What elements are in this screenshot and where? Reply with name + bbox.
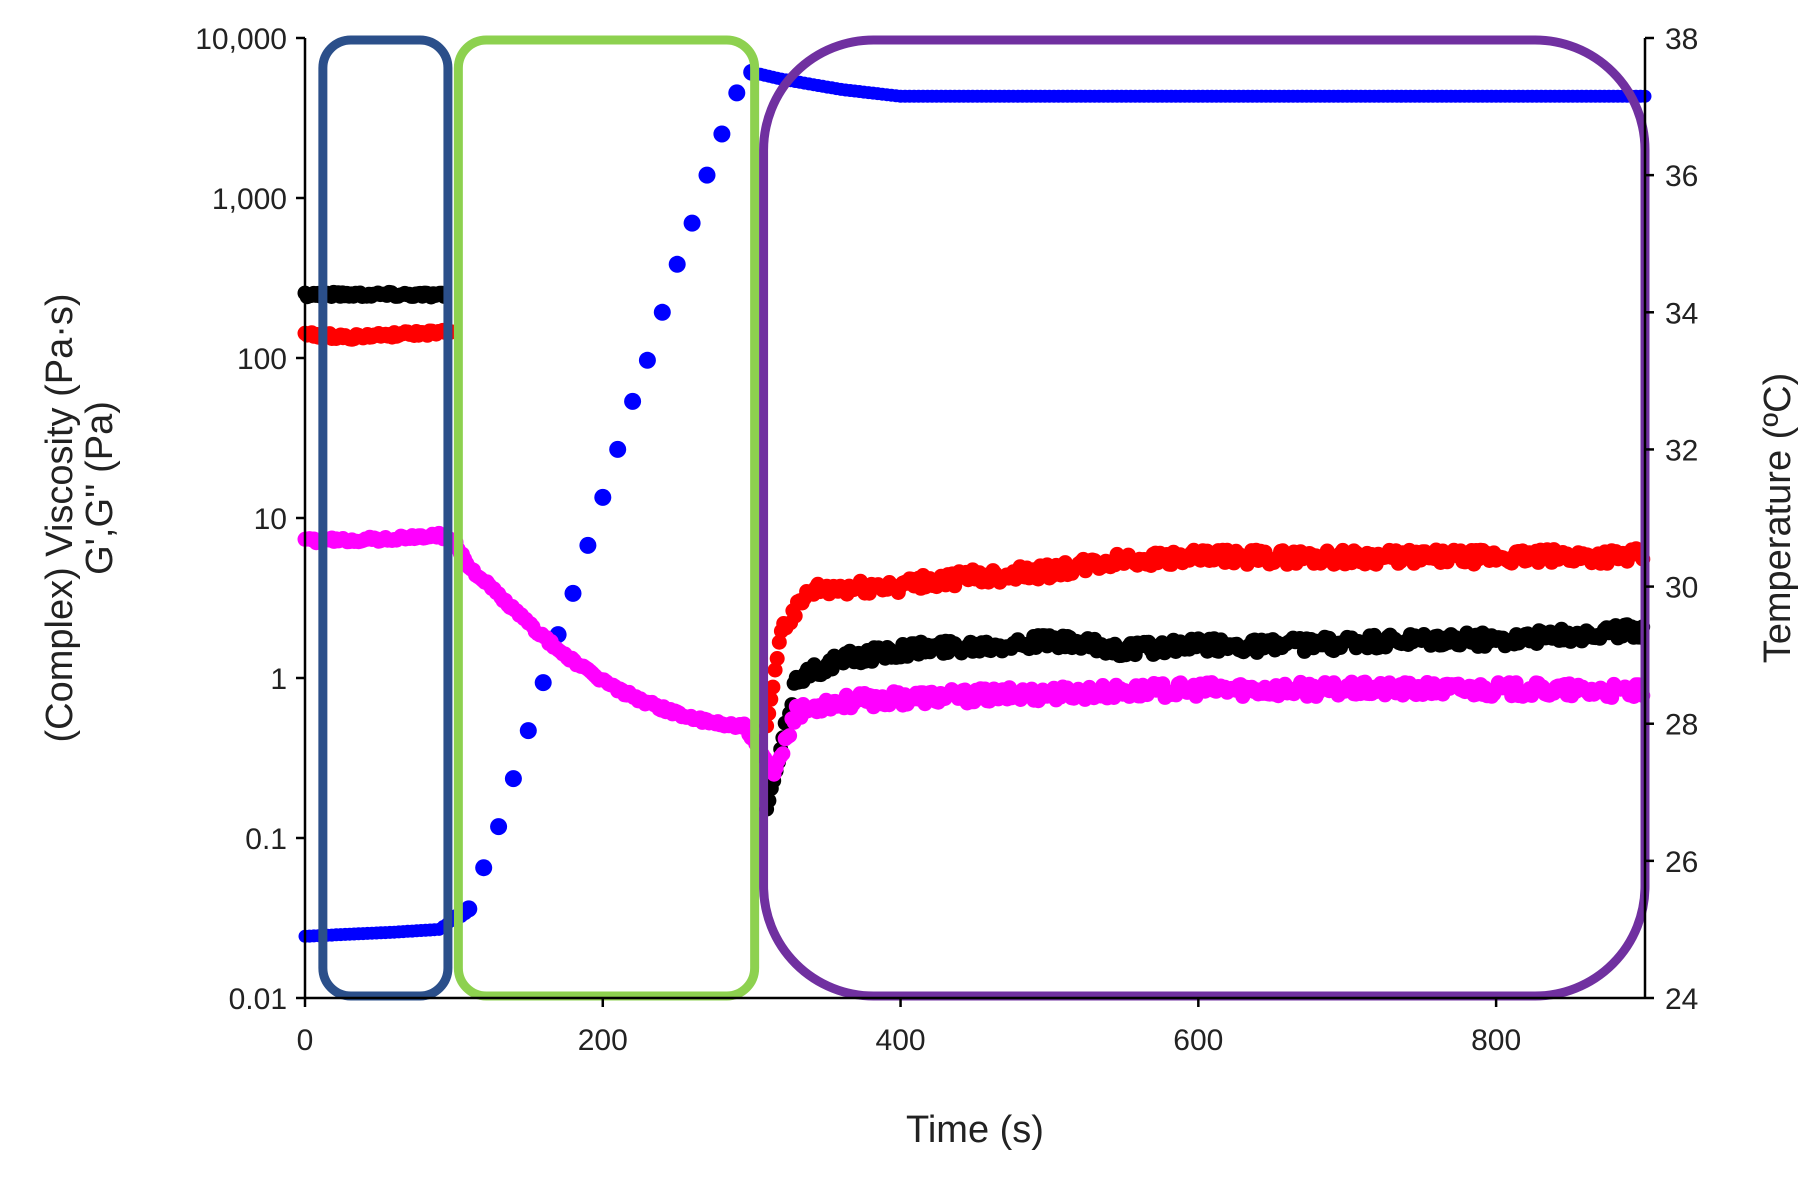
y-right-tick-label: 26 [1665, 846, 1698, 879]
data-point [668, 255, 686, 273]
data-point [594, 488, 612, 506]
highlight-region-0 [318, 35, 453, 1001]
data-point [638, 351, 656, 369]
data-point [767, 662, 783, 678]
data-point [728, 84, 746, 102]
data-point [534, 674, 552, 692]
x-tick-label: 200 [578, 1024, 628, 1057]
highlight-region-2 [759, 35, 1650, 1001]
series-2 [297, 322, 1651, 734]
data-point [683, 214, 701, 232]
x-tick-label: 600 [1173, 1024, 1223, 1057]
data-point [765, 679, 781, 695]
data-point [475, 859, 493, 877]
y-left-tick-label: 1,000 [212, 183, 287, 216]
y-right-tick-label: 24 [1665, 983, 1698, 1016]
y-right-tick-label: 32 [1665, 434, 1698, 467]
y-left-tick-label: 100 [237, 343, 287, 376]
data-point [775, 746, 791, 762]
y-left-tick-label: 1 [270, 663, 287, 696]
x-tick-label: 800 [1471, 1024, 1521, 1057]
data-point [564, 584, 582, 602]
y-left-tick-label: 10 [254, 503, 287, 536]
highlight-region-1 [453, 35, 760, 1001]
data-point [624, 392, 642, 410]
x-tick-label: 400 [876, 1024, 926, 1057]
data-point [771, 634, 787, 650]
y-left-axis-title-line2: G',G'' (Pa) [79, 401, 121, 575]
y-left-tick-label: 10,000 [195, 23, 287, 56]
data-point [1508, 675, 1524, 691]
data-point [504, 770, 522, 788]
data-point [782, 728, 798, 744]
y-right-tick-label: 30 [1665, 572, 1698, 605]
y-right-tick-label: 38 [1665, 23, 1698, 56]
data-point [787, 608, 803, 624]
data-point [698, 166, 716, 184]
data-point [579, 536, 597, 554]
labels-layer: 0 200 400 600 800 0.01 0.1 1 10 100 1,000 10,000 24 2… [39, 23, 1799, 1151]
y-left-tick-label: 0.01 [229, 983, 287, 1016]
series-layer [297, 63, 1652, 943]
y-left-tick-label: 0.1 [245, 823, 287, 856]
data-point [490, 818, 508, 836]
y-left-axis-title-line1: (Complex) Viscosity (Pa·s) [39, 293, 81, 742]
annotation-layer [318, 35, 1650, 1001]
data-point [519, 722, 537, 740]
data-point [460, 900, 478, 918]
y-right-tick-label: 34 [1665, 297, 1698, 330]
y-right-tick-label: 36 [1665, 160, 1698, 193]
y-right-tick-label: 28 [1665, 709, 1698, 742]
data-point [653, 303, 671, 321]
x-axis-title: Time (s) [906, 1109, 1044, 1151]
data-point [713, 125, 731, 143]
axes-layer [296, 36, 1654, 1007]
y-right-axis-title: Temperature (ºC) [1757, 373, 1799, 664]
data-point [609, 440, 627, 458]
data-point [769, 651, 785, 666]
x-tick-label: 0 [297, 1024, 314, 1057]
series-0 [298, 63, 1652, 943]
